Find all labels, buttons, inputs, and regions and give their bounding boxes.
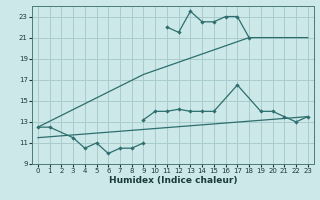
X-axis label: Humidex (Indice chaleur): Humidex (Indice chaleur) [108, 176, 237, 185]
